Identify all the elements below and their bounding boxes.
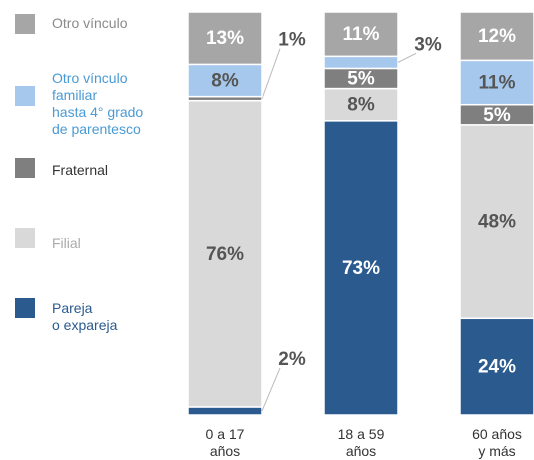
value-label: 12%: [478, 26, 516, 47]
value-label: 5%: [347, 69, 375, 90]
value-label: 11%: [479, 73, 516, 94]
bar-segment: [323, 55, 399, 70]
leader-line: [261, 48, 281, 99]
leader-line: [261, 367, 281, 412]
value-label: 8%: [211, 71, 239, 92]
bar-segment: [459, 317, 534, 416]
bar-segment: [187, 11, 263, 66]
value-label: 1%: [278, 30, 306, 51]
legend-label: Fraternal: [52, 162, 109, 178]
value-label: 76%: [206, 244, 244, 265]
x-tick-label: 0 a 17 años: [205, 426, 245, 459]
value-label: 13%: [206, 28, 244, 49]
legend-label: Filial: [52, 235, 81, 251]
bar-segment: [459, 11, 534, 62]
value-label: 5%: [483, 105, 511, 126]
bar-segment: [187, 99, 263, 408]
legend-label: Pareja o expareja: [52, 300, 118, 333]
legend-swatch: [15, 228, 35, 248]
x-tick-label: 60 años y más: [472, 426, 522, 459]
leader-line: [397, 52, 417, 63]
value-label: 11%: [343, 24, 380, 45]
legend-swatch: [15, 86, 35, 106]
bar-segment: [323, 11, 399, 58]
value-label: 24%: [478, 357, 516, 378]
value-label: 73%: [342, 258, 380, 279]
bar-segment: [187, 406, 263, 416]
value-label: 8%: [347, 95, 375, 116]
legend-swatch: [15, 158, 35, 178]
bar-segment: [323, 120, 399, 416]
legend-swatch: [15, 14, 35, 34]
legend-label: Otro vínculo: [52, 15, 128, 31]
legend-swatch: [15, 298, 35, 318]
value-label: 3%: [414, 34, 442, 55]
value-label: 2%: [278, 349, 306, 370]
x-tick-label: 18 a 59 años: [337, 426, 385, 459]
value-label: 48%: [478, 212, 516, 233]
bar-segment: [459, 124, 534, 320]
legend-label: Otro vínculo familiar hasta 4° grado de …: [52, 70, 144, 137]
